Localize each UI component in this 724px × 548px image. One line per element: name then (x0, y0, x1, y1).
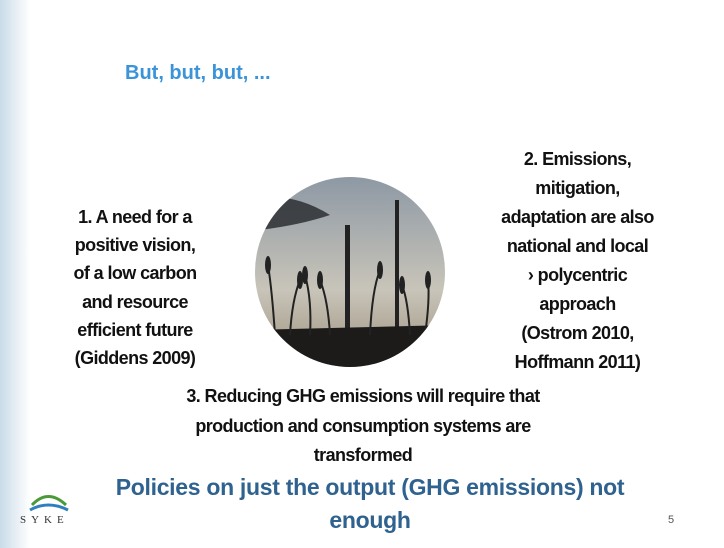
text-line: national and local (455, 232, 700, 261)
slide-title: But, but, but, ... (125, 62, 271, 85)
page-number: 5 (668, 514, 674, 526)
point-3: 3. Reducing GHG emissions will require t… (60, 382, 666, 471)
slide: But, but, but, ... 1. A need for apositi… (0, 0, 724, 548)
text-line: efficient future (30, 316, 240, 344)
text-line: of a low carbon (30, 259, 240, 287)
text-line: transformed (60, 441, 666, 471)
text-line: adaptation are also (455, 203, 700, 232)
text-line: 1. A need for a (30, 203, 240, 231)
text-line: enough (30, 504, 710, 537)
text-line: approach (455, 290, 700, 319)
text-line: Hoffmann 2011) (455, 348, 700, 377)
text-line: and resource (30, 288, 240, 316)
text-line: (Giddens 2009) (30, 344, 240, 372)
conclusion: Policies on just the output (GHG emissio… (30, 471, 710, 537)
text-line: Policies on just the output (GHG emissio… (30, 471, 710, 504)
text-line: production and consumption systems are (60, 412, 666, 442)
text-line: mitigation, (455, 174, 700, 203)
text-line: › polycentric (455, 261, 700, 290)
text-line: 3. Reducing GHG emissions will require t… (60, 382, 666, 412)
text-line: (Ostrom 2010, (455, 319, 700, 348)
logo-text: SYKE (20, 514, 69, 526)
point-2: 2. Emissions,mitigation,adaptation are a… (455, 145, 700, 377)
text-line: 2. Emissions, (455, 145, 700, 174)
text-line: positive vision, (30, 231, 240, 259)
